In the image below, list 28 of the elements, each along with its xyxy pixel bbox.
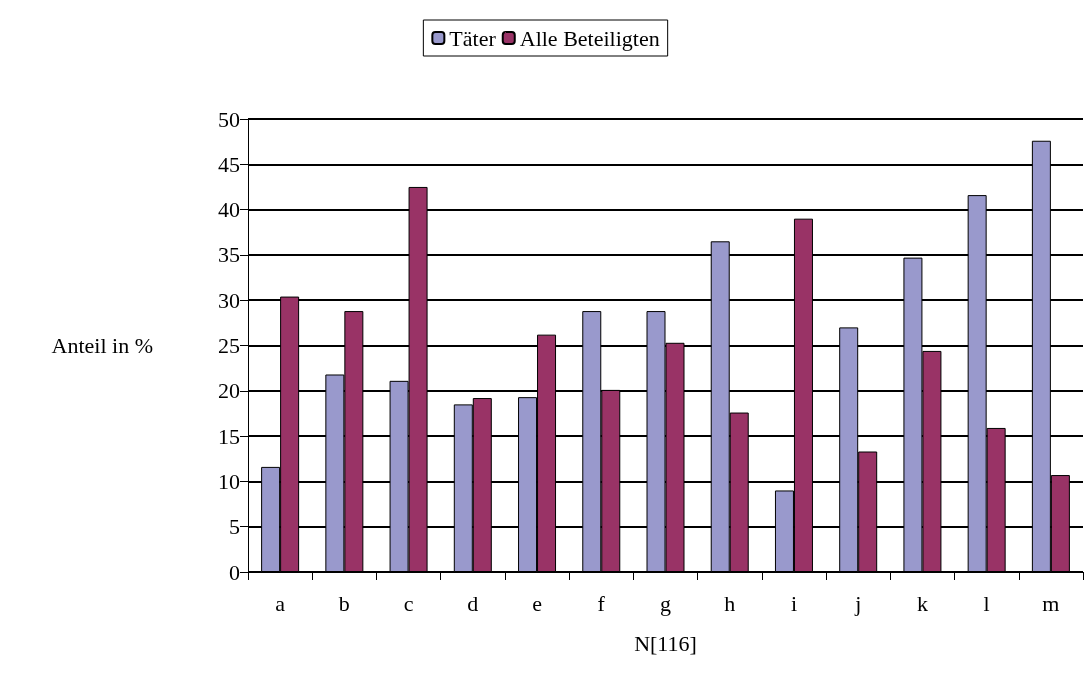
y-tick-label: 5 [229,514,240,540]
x-tick-label: a [275,590,286,616]
y-tick-label: 45 [218,151,240,177]
y-tick-label: 30 [218,287,240,313]
legend-label: Alle Beteiligten [519,25,660,51]
x-tick-label: j [854,590,862,616]
x-tick-label: e [532,590,542,616]
x-tick-label: g [660,590,671,616]
x-tick-label: l [983,590,990,616]
legend-label: Täter [449,25,497,51]
x-tick-label: h [724,590,736,616]
y-tick-label: 35 [218,242,240,268]
y-tick-label: 20 [218,378,240,404]
y-tick-label: 15 [218,423,240,449]
x-tick-label: i [790,590,798,616]
x-tick-label: d [467,590,479,616]
y-tick-label: 40 [218,197,240,223]
y-tick-label: 10 [218,468,240,494]
y-tick-label: 25 [218,333,240,358]
y-axis-title: Anteil in % [51,333,153,358]
x-tick-label: m [1042,590,1060,616]
y-tick-label: 0 [229,559,240,585]
x-axis-title: N[116] [634,630,697,656]
x-tick-label: b [338,590,350,616]
x-tick-label: c [403,590,414,616]
y-tick-label: 50 [218,106,240,132]
x-tick-label: f [597,590,606,616]
x-tick-label: k [916,590,928,616]
